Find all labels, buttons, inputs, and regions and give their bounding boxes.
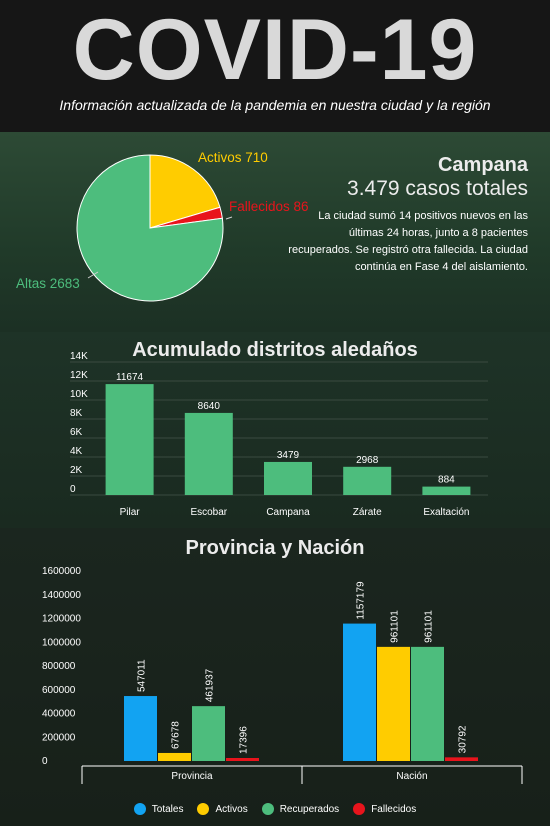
- pie-label-fallecidos: Fallecidos 86: [229, 199, 309, 214]
- bar-value-label: 461937: [205, 668, 216, 702]
- legend-label-activos: Activos: [215, 803, 248, 815]
- bar-escobar: [184, 412, 233, 495]
- pie-slice-altas: [76, 154, 224, 302]
- bar-value-label: 8640: [198, 401, 221, 412]
- bar-value-label: 11674: [116, 372, 144, 383]
- bar-value-label: 961101: [390, 610, 401, 643]
- legend-label-totales: Totales: [151, 803, 184, 815]
- bar-nación-totales: [343, 623, 376, 761]
- bar-provincia-recuperados: [192, 706, 225, 761]
- bar-value-label: 1157179: [356, 581, 367, 620]
- y-tick-label: 600000: [42, 685, 76, 696]
- bar-nación-fallecidos: [445, 757, 478, 761]
- pie-label-altas: Altas 2683: [16, 276, 80, 291]
- y-tick-label: 14K: [70, 351, 88, 362]
- districts-chart-title: Acumulado distritos aledaños: [132, 339, 418, 361]
- legend-dot-activos: [197, 803, 210, 815]
- campana-section: Activos 710 Fallecidos 86 Altas 2683 Cam…: [0, 132, 550, 332]
- x-tick-label: Provincia: [171, 771, 213, 782]
- bar-provincia-activos: [158, 752, 191, 761]
- y-tick-label: 1400000: [42, 590, 81, 601]
- province-bar-chart: 0 200000 400000 600000 800000 1000000 1200000 1…: [42, 566, 523, 784]
- campana-description: La ciudad sumó 14 positivos nuevos en la…: [288, 210, 528, 273]
- pie-label-activos: Activos 710: [198, 150, 268, 165]
- bar-value-label: 67678: [171, 721, 182, 749]
- bar-nación-recuperados: [411, 646, 444, 761]
- y-tick-label: 400000: [42, 709, 76, 720]
- bar-value-label: 547011: [137, 659, 148, 692]
- y-tick-label: 0: [70, 484, 76, 495]
- x-tick-label: Zárate: [353, 507, 382, 518]
- y-tick-label: 6K: [70, 427, 83, 438]
- header: COVID-19 Información actualizada de la p…: [0, 0, 550, 132]
- bar-value-label: 3479: [277, 450, 300, 461]
- legend-label-recuperados: Recuperados: [279, 803, 340, 815]
- districts-section: Acumulado distritos aledaños 0 2K 4K 6K 8K 10…: [0, 332, 550, 528]
- page-title: COVID-19: [72, 2, 478, 98]
- y-tick-label: 200000: [42, 732, 76, 743]
- bar-provincia-totales: [124, 696, 157, 761]
- x-tick-label: Campana: [266, 507, 310, 518]
- y-tick-label: 12K: [70, 370, 88, 381]
- districts-bar-chart: 0 2K 4K 6K 8K 10K 12K 14K 11674 Pilar 8640 Escobar…: [70, 351, 488, 518]
- y-tick-label: 8K: [70, 408, 83, 419]
- y-tick-label: 1600000: [42, 566, 81, 577]
- legend-item-totales: Totales: [133, 803, 184, 815]
- bar-campana: [264, 461, 312, 495]
- bar-value-label: 884: [438, 475, 455, 486]
- y-tick-label: 1000000: [42, 637, 81, 648]
- y-tick-label: 1200000: [42, 614, 81, 625]
- city-name: Campana: [437, 154, 528, 176]
- bar-zárate: [343, 466, 392, 495]
- legend-item-recuperados: Recuperados: [261, 803, 340, 815]
- y-tick-label: 2K: [70, 465, 83, 476]
- province-legend: Totales Activos Recuperados Fallecidos: [0, 803, 550, 815]
- bar-value-label: 30792: [458, 725, 469, 753]
- legend-label-fallecidos: Fallecidos: [371, 803, 417, 815]
- legend-dot-recuperados: [261, 803, 274, 815]
- x-tick-label: Escobar: [190, 507, 227, 518]
- x-tick-label: Exaltación: [423, 507, 469, 518]
- bar-value-label: 961101: [424, 610, 435, 643]
- campana-pie-chart: [76, 154, 233, 302]
- bar-exaltación: [422, 486, 471, 495]
- y-tick-label: 10K: [70, 389, 88, 400]
- bar-nación-activos: [377, 646, 410, 761]
- province-chart-title: Provincia y Nación: [185, 537, 365, 559]
- province-nation-section: Provincia y Nación 0 200000 400000 600000 80…: [0, 528, 550, 826]
- page-subtitle: Información actualizada de la pandemia e…: [59, 97, 491, 113]
- y-tick-label: 4K: [70, 446, 83, 457]
- legend-dot-fallecidos: [353, 803, 366, 815]
- bar-provincia-fallecidos: [226, 758, 259, 761]
- y-tick-label: 0: [42, 756, 48, 767]
- x-tick-label: Nación: [396, 771, 427, 782]
- pie-slice-activos: [149, 154, 221, 229]
- x-tick-label: Pilar: [120, 507, 141, 518]
- bar-pilar: [105, 384, 154, 495]
- bar-value-label: 2968: [356, 455, 379, 466]
- legend-dot-totales: [133, 803, 146, 815]
- legend-item-activos: Activos: [197, 803, 248, 815]
- total-cases: 3.479 casos totales: [347, 177, 528, 200]
- y-tick-label: 800000: [42, 661, 76, 672]
- bar-value-label: 17396: [239, 726, 250, 754]
- legend-item-fallecidos: Fallecidos: [353, 803, 416, 815]
